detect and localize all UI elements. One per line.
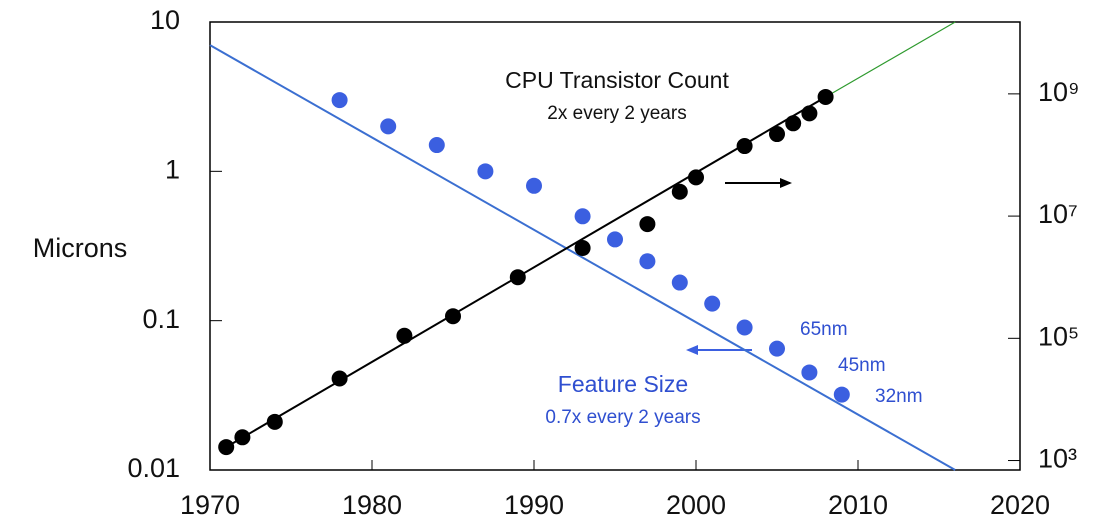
point <box>704 295 721 312</box>
point <box>266 413 283 430</box>
x-tick-label: 2020 <box>990 490 1050 520</box>
point <box>736 138 753 155</box>
point <box>331 92 348 109</box>
point <box>445 308 461 325</box>
point <box>736 319 753 336</box>
point <box>785 115 802 132</box>
point <box>428 137 445 154</box>
point <box>477 163 494 180</box>
point <box>801 364 818 381</box>
x-tick-label: 1990 <box>504 490 564 520</box>
feature-note: 0.7x every 2 years <box>545 407 700 428</box>
feature-title: Feature Size <box>558 371 688 397</box>
y2-tick-label: 10⁷ <box>1038 199 1078 229</box>
x-tick-label: 1970 <box>180 490 240 520</box>
y-tick-label: 10 <box>150 5 180 35</box>
node-label: 32nm <box>875 386 923 407</box>
point <box>607 231 623 248</box>
point <box>639 216 656 233</box>
transistor-title: CPU Transistor Count <box>505 67 729 93</box>
node-label: 45nm <box>838 355 886 376</box>
point <box>331 370 348 387</box>
x-tick-label: 2010 <box>828 490 888 520</box>
arrow-head <box>686 345 698 355</box>
point <box>817 88 834 105</box>
point <box>218 439 235 456</box>
point <box>574 208 591 225</box>
node-label: 65nm <box>800 319 848 340</box>
point <box>574 240 591 257</box>
trend-line <box>209 44 956 471</box>
arrow-head <box>780 178 792 188</box>
point <box>380 118 397 135</box>
point <box>801 105 818 122</box>
point <box>671 274 688 291</box>
trend-line <box>225 96 827 448</box>
point <box>526 177 542 194</box>
trend-line <box>825 21 956 98</box>
plot-frame <box>209 21 1021 471</box>
point <box>688 169 704 186</box>
y-tick-label: 0.01 <box>127 453 180 483</box>
y-tick-label: 0.1 <box>142 304 180 334</box>
x-tick-label: 1980 <box>342 490 402 520</box>
transistor-note: 2x every 2 years <box>547 103 686 124</box>
point <box>234 429 251 446</box>
point <box>833 386 850 403</box>
point <box>671 183 688 200</box>
point <box>509 269 526 286</box>
point <box>396 327 413 344</box>
point <box>639 253 656 270</box>
y-axis-label: Microns <box>33 233 128 263</box>
y2-tick-label: 10³ <box>1038 444 1077 474</box>
x-tick-label: 2000 <box>666 490 726 520</box>
y-tick-label: 1 <box>165 154 180 184</box>
point <box>769 126 785 143</box>
y2-tick-label: 10⁵ <box>1038 321 1079 351</box>
point <box>769 340 785 357</box>
y2-tick-label: 10⁹ <box>1038 77 1080 107</box>
